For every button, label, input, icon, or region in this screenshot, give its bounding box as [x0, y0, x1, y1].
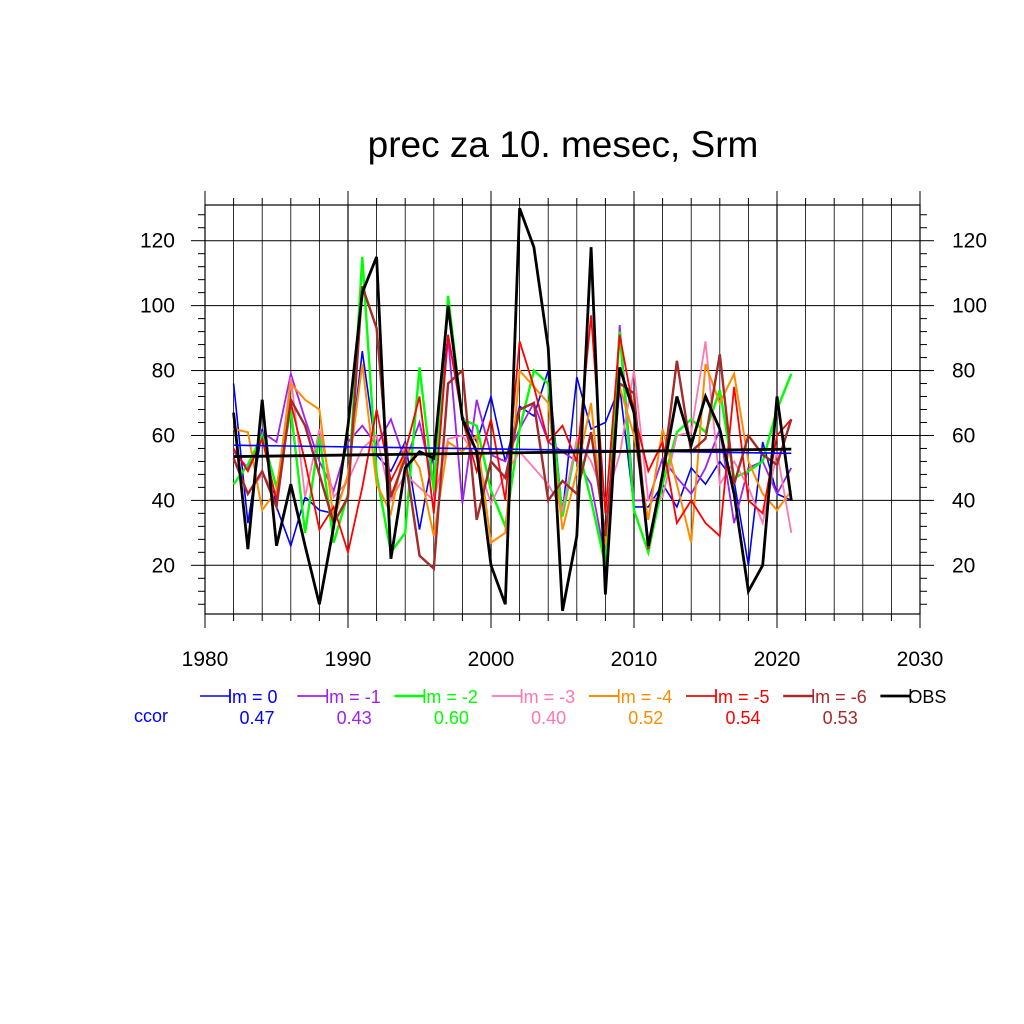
y-tick-label-left: 100 [140, 295, 175, 318]
trend-line-7 [233, 447, 792, 458]
y-tick-label-right: 40 [952, 489, 975, 512]
y-tick-label-left: 80 [152, 360, 175, 383]
plot-frame [204, 204, 921, 615]
x-tick-label: 1990 [325, 648, 372, 671]
legend-label-2: lm = -2 [422, 687, 478, 707]
legend-ccor-1: 0.43 [337, 708, 372, 728]
legend-label-7: OBS [908, 687, 946, 707]
legend-label-5: lm = -5 [714, 687, 770, 707]
legend-label-3: lm = -3 [520, 687, 576, 707]
chart-title: prec za 10. mesec, Srm [368, 124, 759, 165]
y-tick-label-left: 40 [152, 489, 175, 512]
trend-line-0 [233, 444, 792, 455]
legend-ccor-5: 0.54 [725, 708, 760, 728]
x-tick-label: 1980 [182, 648, 229, 671]
legend-label-4: lm = -4 [617, 687, 673, 707]
plot-border [204, 204, 921, 615]
x-tick-label: 2020 [754, 648, 801, 671]
grid [205, 205, 920, 614]
y-tick-label-left: 120 [140, 230, 175, 253]
y-tick-label-right: 20 [952, 554, 975, 577]
series-lines [232, 207, 793, 612]
x-tick-label: 2010 [611, 648, 658, 671]
x-tick-label: 2000 [468, 648, 515, 671]
legend-ccor-3: 0.40 [531, 708, 566, 728]
y-tick-label-right: 100 [952, 295, 987, 318]
x-tick-label: 2030 [897, 648, 944, 671]
legend-ccor-6: 0.53 [823, 708, 858, 728]
legend-label-0: lm = 0 [228, 687, 278, 707]
legend-ccor-4: 0.52 [628, 708, 663, 728]
y-tick-label-right: 80 [952, 360, 975, 383]
legend-ccor-0: 0.47 [239, 708, 274, 728]
legend-label-6: lm = -6 [811, 687, 867, 707]
y-tick-label-right: 120 [952, 230, 987, 253]
y-tick-label-right: 60 [952, 424, 975, 447]
series-line-7 [232, 207, 793, 612]
legend-ccor-2: 0.60 [434, 708, 469, 728]
y-tick-label-left: 60 [152, 424, 175, 447]
legend-label-1: lm = -1 [325, 687, 381, 707]
y-tick-label-left: 20 [152, 554, 175, 577]
ccor-label: ccor [134, 706, 168, 726]
